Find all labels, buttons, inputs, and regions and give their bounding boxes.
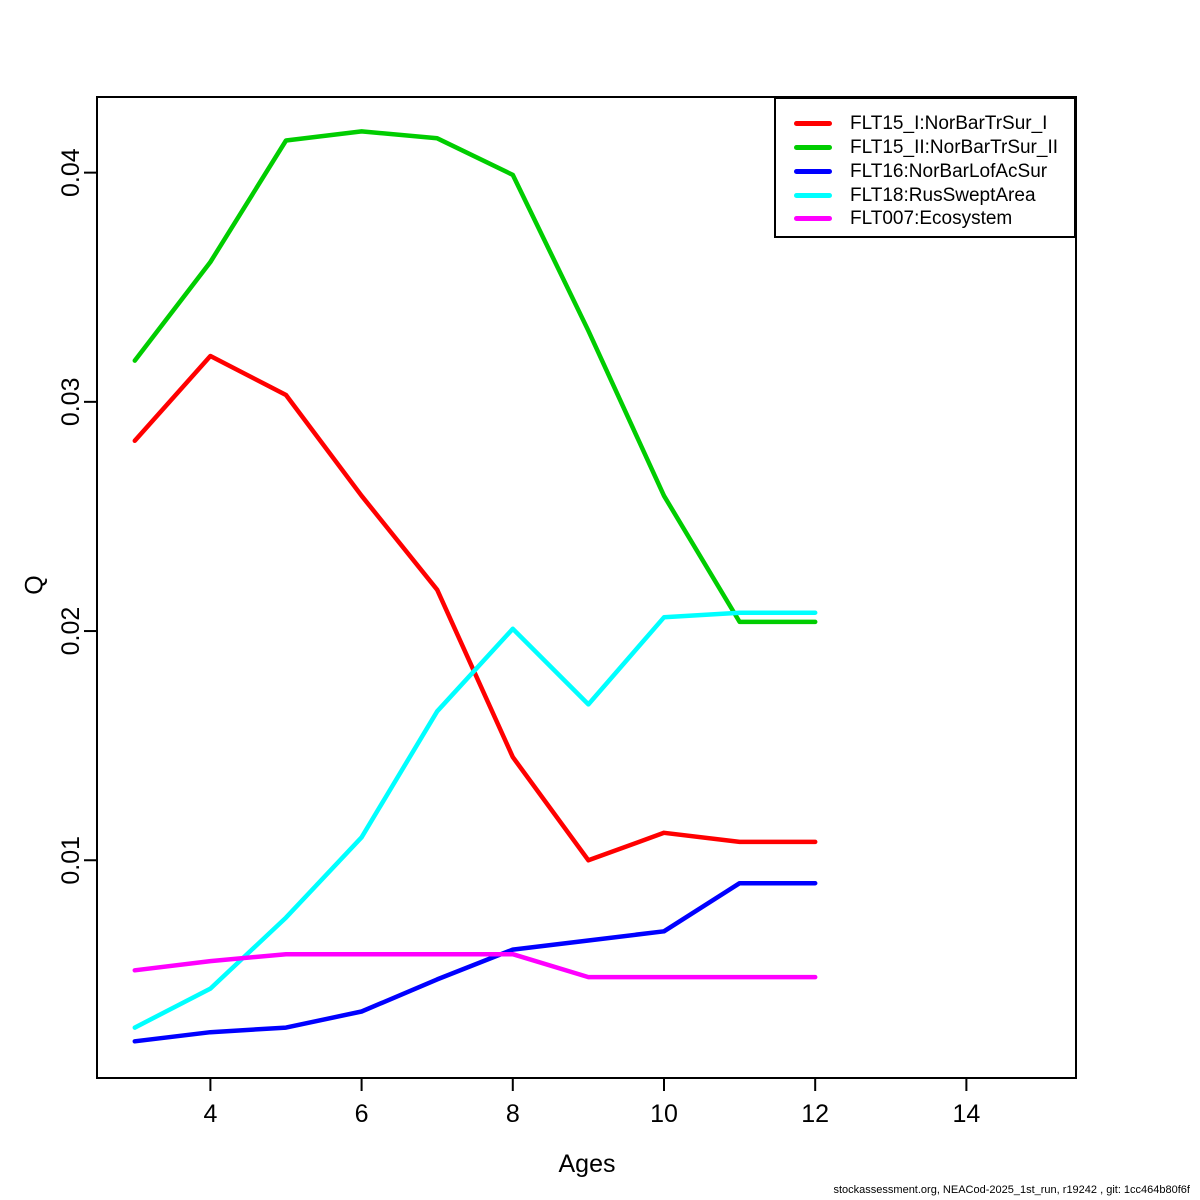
x-tick-label: 14: [952, 1100, 980, 1128]
series-lines: [132, 129, 818, 1044]
legend-label: FLT15_I:NorBarTrSur_I: [850, 113, 1048, 135]
legend-line-swatch: [794, 168, 832, 174]
x-axis-ticks: 4 6 8 10 12 14: [203, 1079, 980, 1128]
series-line-flt16: [132, 880, 818, 1044]
y-tick-label: 0.03: [57, 378, 85, 427]
y-tick-label: 0.04: [57, 148, 85, 197]
legend-line-swatch: [794, 121, 832, 127]
legend-label: FLT15_II:NorBarTrSur_II: [850, 137, 1059, 159]
x-tick-label: 8: [506, 1100, 520, 1128]
y-tick-label: 0.01: [57, 836, 85, 885]
legend-row: FLT15_I:NorBarTrSur_I: [776, 112, 1074, 136]
legend-line-swatch: [794, 192, 832, 198]
series-line-flt15_i: [132, 353, 818, 863]
plot-area-border: [96, 96, 1077, 1079]
x-tick-label: 10: [650, 1100, 678, 1128]
legend-row: FLT15_II:NorBarTrSur_II: [776, 136, 1074, 160]
legend-row: FLT16:NorBarLofAcSur: [776, 160, 1074, 184]
legend-label: FLT007:Ecosystem: [850, 208, 1013, 230]
y-tick-label: 0.02: [57, 607, 85, 656]
series-line-flt007: [132, 951, 818, 980]
legend-label: FLT16:NorBarLofAcSur: [850, 160, 1048, 182]
legend-row: FLT18:RusSweptArea: [776, 183, 1074, 207]
series-line-flt15_ii: [132, 129, 818, 625]
x-axis-title: Ages: [558, 1150, 616, 1178]
x-tick-label: 12: [801, 1100, 829, 1128]
y-axis-title: Q: [20, 575, 49, 595]
legend-row: FLT007:Ecosystem: [776, 207, 1074, 231]
legend-line-swatch: [794, 216, 832, 222]
legend-label: FLT18:RusSweptArea: [850, 184, 1036, 206]
legend-line-swatch: [794, 145, 832, 151]
x-tick-label: 6: [355, 1100, 369, 1128]
series-line-flt18: [132, 610, 818, 1030]
x-tick-label: 4: [203, 1100, 217, 1128]
footer-text: stockassessment.org, NEACod-2025_1st_run…: [833, 1184, 1191, 1196]
y-axis-ticks: 0.01 0.02 0.03 0.04: [57, 148, 96, 885]
legend: FLT15_I:NorBarTrSur_I FLT15_II:NorBarTrSu…: [774, 97, 1076, 238]
